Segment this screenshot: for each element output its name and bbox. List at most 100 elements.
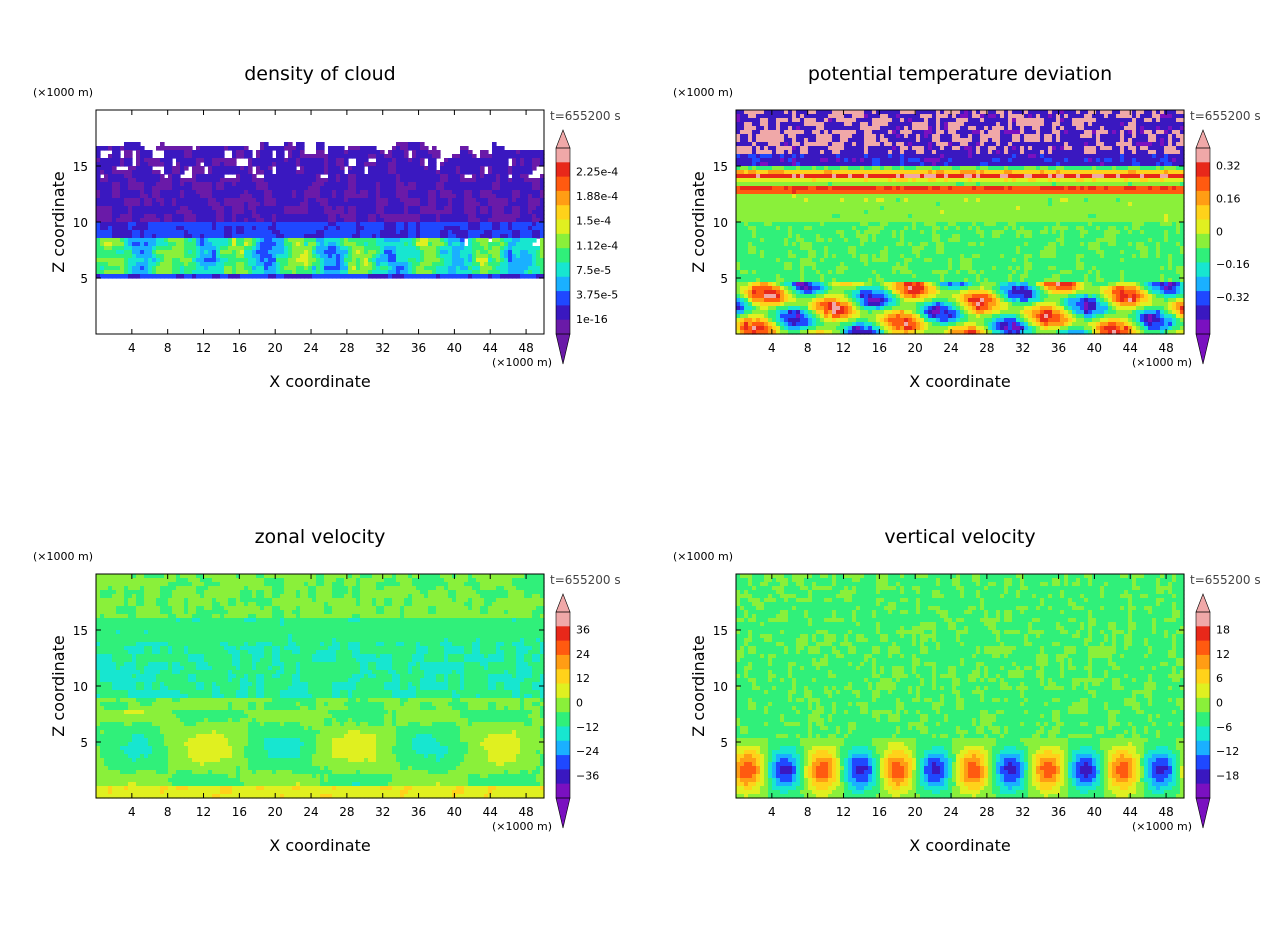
heatmap-cell (292, 254, 297, 259)
heatmap-cell (384, 154, 389, 159)
heatmap-cell (524, 214, 529, 219)
heatmap-cell (360, 274, 365, 279)
heatmap-cell (172, 262, 177, 267)
heatmap-cell (320, 166, 325, 171)
heatmap-cell (116, 254, 121, 259)
heatmap-cell (1140, 122, 1145, 127)
heatmap-cell (248, 202, 253, 207)
heatmap-cell (536, 194, 541, 199)
heatmap-cell (304, 254, 309, 259)
heatmap-cell (364, 186, 369, 191)
heatmap-cell (204, 254, 209, 259)
heatmap-cell (204, 174, 209, 179)
heatmap-cell (948, 114, 953, 119)
heatmap-cell (516, 166, 521, 171)
heatmap-cell (216, 270, 221, 275)
heatmap-cell (192, 210, 197, 215)
heatmap-cell (392, 182, 397, 187)
heatmap-cell (148, 262, 153, 267)
heatmap-cell (164, 230, 169, 235)
heatmap-cell (736, 146, 741, 151)
heatmap-cell (772, 146, 777, 151)
heatmap-cell (252, 254, 257, 259)
heatmap-cell (224, 170, 229, 175)
heatmap-cell (472, 246, 477, 251)
heatmap-cell (964, 138, 969, 143)
heatmap-cell (132, 146, 137, 151)
heatmap-cell (304, 262, 309, 267)
heatmap-cell (148, 206, 153, 211)
heatmap-cell (444, 218, 449, 223)
heatmap-cell (772, 134, 777, 139)
heatmap-cell (452, 258, 457, 263)
heatmap-cell (472, 202, 477, 207)
heatmap-cell (492, 226, 497, 231)
heatmap-cell (832, 146, 837, 151)
heatmap-cell (400, 222, 405, 227)
heatmap-cell (512, 162, 517, 167)
heatmap-cell (872, 146, 877, 151)
heatmap-cell (740, 130, 745, 135)
heatmap-cell (220, 170, 225, 175)
heatmap-cell (528, 230, 533, 235)
heatmap-cell (192, 162, 197, 167)
heatmap-cell (1096, 150, 1101, 155)
heatmap-cell (516, 266, 521, 271)
heatmap-cell (236, 182, 241, 187)
heatmap-cell (476, 182, 481, 187)
heatmap-cell (228, 254, 233, 259)
heatmap-cell (888, 114, 893, 119)
heatmap-cell (224, 258, 229, 263)
heatmap-cell (972, 110, 977, 115)
heatmap-cell (276, 154, 281, 159)
heatmap-cell (396, 238, 401, 243)
heatmap-cell (1028, 110, 1033, 115)
heatmap-cell (792, 122, 797, 127)
heatmap-cell (288, 166, 293, 171)
heatmap-cell (288, 246, 293, 251)
heatmap-cell (296, 250, 301, 255)
heatmap-cell (396, 210, 401, 215)
heatmap-cell (476, 258, 481, 263)
heatmap-cell (788, 150, 793, 155)
heatmap-cell (208, 190, 213, 195)
heatmap-cell (152, 190, 157, 195)
heatmap-cell (352, 242, 357, 247)
heatmap-cell (112, 230, 117, 235)
heatmap-cell (516, 238, 521, 243)
heatmap-cell (104, 266, 109, 271)
heatmap-cell (116, 210, 121, 215)
heatmap-cell (972, 122, 977, 127)
heatmap-cell (424, 258, 429, 263)
heatmap-cell (444, 158, 449, 163)
heatmap-cell (104, 186, 109, 191)
heatmap-cell (980, 134, 985, 139)
heatmap-cell (252, 226, 257, 231)
heatmap-cell (304, 170, 309, 175)
heatmap-cell (184, 242, 189, 247)
heatmap-cell (488, 158, 493, 163)
heatmap-cell (312, 194, 317, 199)
heatmap-cell (472, 274, 477, 279)
heatmap-cell (1000, 138, 1005, 143)
heatmap-cell (504, 210, 509, 215)
heatmap-cell (148, 158, 153, 163)
heatmap-cell (508, 246, 513, 251)
heatmap-cell (876, 126, 881, 131)
heatmap-cell (940, 126, 945, 131)
heatmap-cell (336, 274, 341, 279)
heatmap-cell (352, 194, 357, 199)
heatmap-cell (1044, 130, 1049, 135)
heatmap-cell (264, 274, 269, 279)
heatmap-cell (132, 262, 137, 267)
heatmap-cell (148, 250, 153, 255)
heatmap-cell (944, 154, 949, 159)
heatmap-cell (252, 242, 257, 247)
heatmap-cell (152, 230, 157, 235)
heatmap-cell (244, 166, 249, 171)
heatmap-cell (528, 214, 533, 219)
heatmap-cell (460, 174, 465, 179)
heatmap-cell (272, 218, 277, 223)
heatmap-cell (448, 182, 453, 187)
heatmap-cell (824, 154, 829, 159)
